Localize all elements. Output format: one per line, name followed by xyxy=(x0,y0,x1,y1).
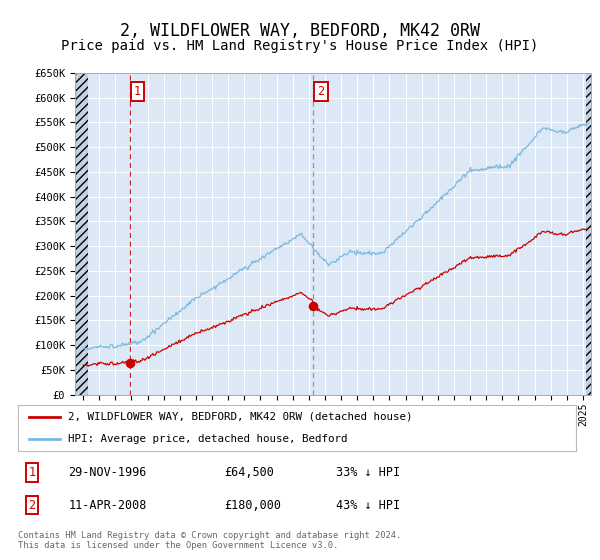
Bar xyxy=(586,73,591,395)
Bar xyxy=(75,73,88,395)
Text: £64,500: £64,500 xyxy=(224,466,274,479)
Point xyxy=(125,358,135,367)
Text: 43% ↓ HPI: 43% ↓ HPI xyxy=(336,499,400,512)
Text: 2: 2 xyxy=(28,499,35,512)
Text: 33% ↓ HPI: 33% ↓ HPI xyxy=(336,466,400,479)
Text: 1: 1 xyxy=(134,85,141,98)
Text: 2, WILDFLOWER WAY, BEDFORD, MK42 0RW (detached house): 2, WILDFLOWER WAY, BEDFORD, MK42 0RW (de… xyxy=(68,412,413,422)
Text: 1: 1 xyxy=(28,466,35,479)
Text: 11-APR-2008: 11-APR-2008 xyxy=(68,499,146,512)
Text: 29-NOV-1996: 29-NOV-1996 xyxy=(68,466,146,479)
Text: 2, WILDFLOWER WAY, BEDFORD, MK42 0RW: 2, WILDFLOWER WAY, BEDFORD, MK42 0RW xyxy=(120,22,480,40)
Text: £180,000: £180,000 xyxy=(224,499,281,512)
Text: Price paid vs. HM Land Registry's House Price Index (HPI): Price paid vs. HM Land Registry's House … xyxy=(61,39,539,53)
Point xyxy=(308,301,318,310)
Text: Contains HM Land Registry data © Crown copyright and database right 2024.
This d: Contains HM Land Registry data © Crown c… xyxy=(18,531,401,550)
Text: HPI: Average price, detached house, Bedford: HPI: Average price, detached house, Bedf… xyxy=(68,434,348,444)
Text: 2: 2 xyxy=(317,85,325,98)
